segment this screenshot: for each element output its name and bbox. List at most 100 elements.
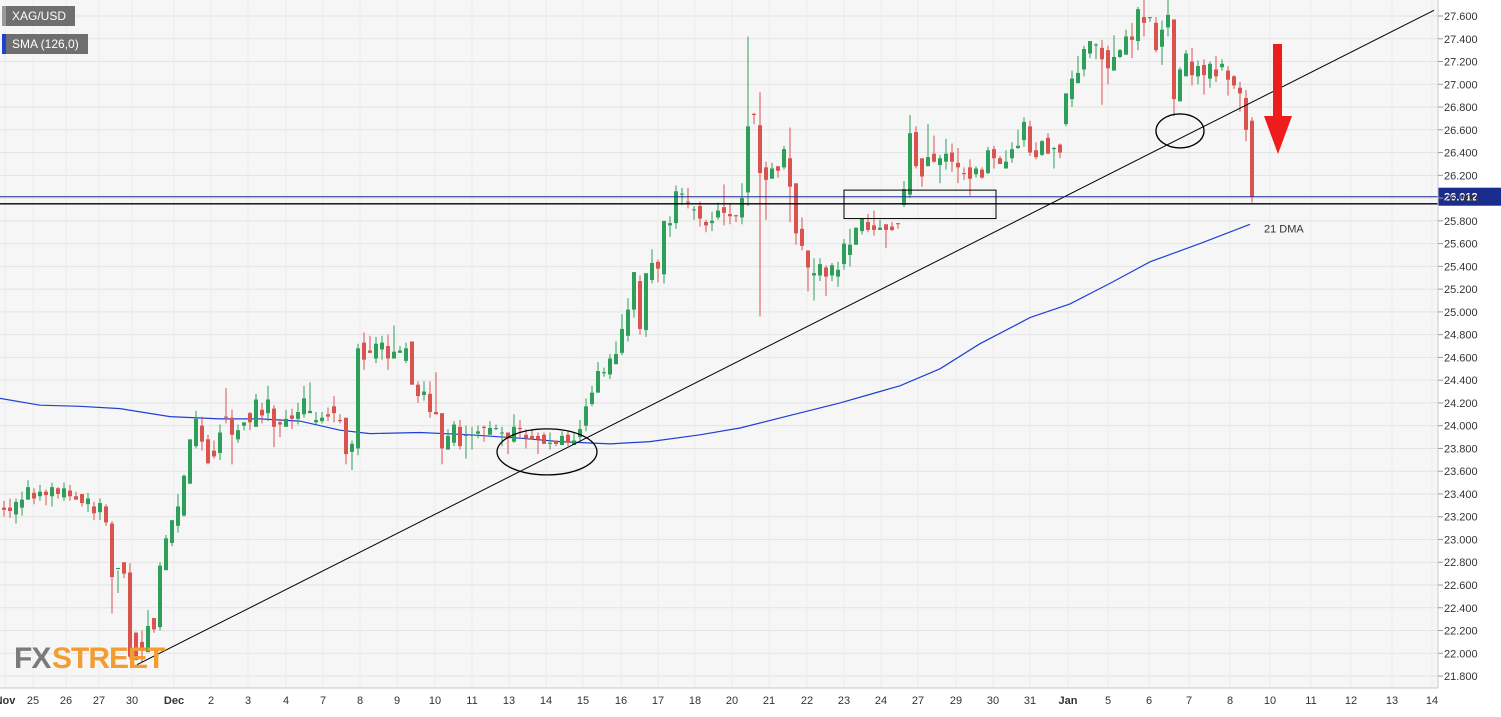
candle-body-down [542, 434, 546, 444]
candle-body-up [464, 434, 468, 436]
candle-body-down [326, 414, 330, 417]
y-tick-label: 25.800 [1444, 216, 1478, 228]
candle-body-up [356, 348, 360, 449]
candle-body-down [764, 167, 768, 180]
candle-body-up [662, 220, 666, 275]
candle-body-up [1208, 63, 1212, 79]
candle-body-down [794, 183, 798, 234]
candle-body-down [458, 426, 462, 447]
candle-body-up [716, 210, 720, 218]
candle-body-up [590, 392, 594, 405]
candle-body-down [104, 506, 108, 523]
candle-body-up [1064, 93, 1068, 125]
candle-body-up [350, 443, 354, 452]
candle-body-down [920, 158, 924, 177]
candle-body-down [416, 384, 420, 397]
candle-body-down [92, 506, 96, 514]
candle-body-down [272, 408, 276, 427]
candle-body-up [266, 399, 270, 414]
candle-body-up [1118, 50, 1122, 57]
x-tick-label: 30 [987, 695, 999, 707]
candle-body-up [632, 272, 636, 310]
overlays-group: 26.012 [0, 9, 1501, 666]
candle-body-down [338, 419, 342, 422]
candle-body-down [1142, 17, 1146, 23]
y-tick-label: 25.400 [1444, 261, 1478, 273]
candle-body-down [806, 250, 810, 268]
y-tick-label: 23.000 [1444, 534, 1478, 546]
y-tick-label: 27.000 [1444, 79, 1478, 91]
candle-body-up [1070, 78, 1074, 100]
candle-body-down [956, 162, 960, 168]
candle-body-up [422, 391, 426, 395]
candle-body-down [932, 153, 936, 162]
y-tick-label: 27.600 [1444, 11, 1478, 23]
candle-body-down [482, 426, 486, 428]
sma-legend[interactable]: SMA (126,0) [2, 34, 88, 54]
candle-body-down [56, 488, 60, 494]
x-tick-label: 8 [357, 695, 363, 707]
candle-body-up [608, 358, 612, 375]
candle-body-down [434, 412, 438, 415]
candle-body-up [602, 372, 606, 374]
candle-body-up [1016, 145, 1020, 149]
x-tick-label: 8 [1227, 695, 1233, 707]
candle-body-up [674, 191, 678, 224]
candle-body-up [158, 565, 162, 628]
candle-body-up [26, 487, 30, 500]
x-tick-label: 13 [1386, 695, 1398, 707]
candle-body-down [1250, 120, 1254, 197]
candle-body-down [998, 158, 1002, 164]
x-tick-label: 6 [1146, 695, 1152, 707]
highlight-rectangle [843, 189, 997, 220]
candle-body-up [1220, 63, 1224, 68]
candle-body-down [1232, 76, 1236, 86]
candle-body-up [668, 223, 672, 226]
candle-body-up [746, 126, 750, 193]
candle-body-down [656, 261, 660, 269]
x-tick-label: 30 [126, 695, 138, 707]
candle-body-up [614, 353, 618, 365]
candle-body-down [992, 149, 996, 159]
candle-body-down [1106, 50, 1110, 69]
candle-body-down [866, 221, 870, 230]
candle-body-down [824, 267, 828, 277]
plot-background [0, 0, 1438, 688]
candle-body-up [218, 432, 222, 453]
candle-body-up [1112, 56, 1116, 71]
candle-body-up [626, 309, 630, 336]
candle-body-up [392, 351, 396, 359]
x-tick-label: 27 [93, 695, 105, 707]
candle-body-down [800, 228, 804, 246]
x-tick-label: 9 [394, 695, 400, 707]
y-tick-label: 25.000 [1444, 307, 1478, 319]
price-tag-box [1438, 187, 1501, 206]
candle-body-up [1166, 14, 1170, 28]
sma-color-bar [2, 34, 6, 54]
candle-body-up [854, 227, 858, 245]
candle-body-up [116, 567, 120, 570]
candle-body-up [878, 227, 882, 230]
x-tick-label: 4 [283, 695, 289, 707]
candle-body-down [698, 206, 702, 219]
candle-body-down [332, 406, 336, 414]
y-tick-label: 26.200 [1444, 170, 1478, 182]
down-arrow-shaft [1273, 44, 1282, 118]
x-tick-label: 5 [1105, 695, 1111, 707]
candle-body-down [212, 450, 216, 457]
candle-body-up [1088, 41, 1092, 54]
logo-fx: FX [14, 642, 51, 675]
candle-body-up [38, 491, 42, 497]
symbol-legend[interactable]: XAG/USD [2, 6, 76, 26]
candle-body-up [596, 371, 600, 393]
candle-body-down [638, 281, 642, 329]
candle-body-up [182, 475, 186, 516]
candle-body-up [374, 343, 378, 359]
sma-label: 21 DMA [1264, 223, 1304, 235]
candle-body-up [926, 157, 930, 167]
candle-body-up [404, 348, 408, 361]
y-tick-label: 21.800 [1444, 671, 1478, 683]
candle-body-down [410, 341, 414, 385]
